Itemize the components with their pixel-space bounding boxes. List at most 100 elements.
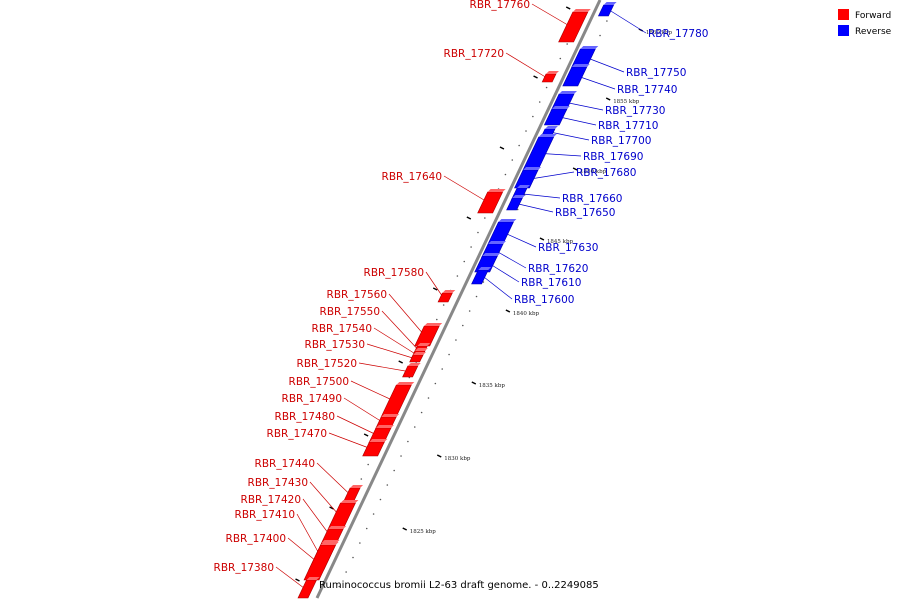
kbp-tick-label: 1840 kbp (513, 311, 540, 317)
minor-tick-dot (484, 217, 486, 219)
forward-leader (343, 397, 385, 424)
minor-tick-dot (393, 469, 395, 472)
forward-gene-label: RBR_17540 (312, 323, 372, 335)
forward-gene-label: RBR_17560 (327, 289, 387, 301)
minor-tick-dot (413, 426, 416, 428)
minor-tick-dot (525, 130, 527, 132)
reverse-gene-label: RBR_17620 (528, 263, 588, 275)
minor-tick-dot (407, 440, 409, 443)
minor-tick-dot (504, 173, 507, 176)
reverse-leader (496, 250, 527, 269)
major-dash (398, 360, 404, 364)
kbp-tick-label: 1860 kbp (646, 30, 673, 36)
forward-gene-label: RBR_17490 (282, 393, 342, 405)
reverse-leader (559, 116, 597, 126)
forward-gene (297, 577, 320, 599)
major-dash (466, 216, 472, 220)
minor-tick-dot (532, 115, 534, 118)
forward-gene (343, 485, 364, 502)
minor-tick-dot (448, 353, 450, 356)
forward-gene-label: RBR_17580 (364, 267, 424, 279)
minor-tick-dot (338, 585, 341, 588)
reverse-leader (483, 276, 513, 300)
forward-leader (275, 566, 306, 590)
minor-tick-dot (420, 411, 423, 414)
genome-backbone (315, 0, 602, 599)
reverse-leader (578, 76, 616, 90)
reverse-gene (471, 267, 492, 285)
reverse-gene (597, 2, 617, 17)
minor-tick-dot (386, 484, 389, 486)
minor-tick-dot (545, 86, 548, 89)
minor-tick-dot (606, 20, 608, 22)
forward-leader (296, 513, 321, 557)
forward-leader (388, 293, 426, 337)
minor-tick-dot (463, 260, 466, 263)
reverse-gene-label: RBR_17710 (598, 120, 658, 132)
forward-gene-label: RBR_17720 (444, 48, 504, 60)
minor-tick-dot (372, 513, 375, 515)
minor-tick-dot (538, 101, 541, 103)
minor-tick-dot (441, 368, 444, 370)
forward-gene-label: RBR_17500 (289, 376, 349, 388)
reverse-gene-label: RBR_17610 (521, 277, 581, 289)
forward-gene-label: RBR_17410 (235, 509, 295, 521)
forward-leader (443, 175, 489, 203)
minor-tick-dot (461, 324, 464, 327)
minor-tick-dot (599, 34, 601, 37)
reverse-gene-label: RBR_17730 (605, 105, 665, 117)
reverse-gene-label: RBR_17780 (648, 28, 708, 40)
forward-gene (327, 500, 359, 530)
major-dash (565, 6, 571, 10)
minor-tick-dot (442, 304, 445, 306)
forward-gene (362, 439, 388, 457)
kbp-tick (505, 309, 511, 313)
forward-gene (541, 71, 559, 83)
kbp-tick (572, 167, 578, 171)
reverse-gene-label: RBR_17680 (576, 167, 636, 179)
kbp-tick (539, 237, 545, 241)
forward-gene (409, 352, 426, 363)
forward-leader (425, 271, 444, 298)
reverse-gene (522, 134, 557, 171)
forward-gene-label: RBR_17440 (255, 458, 315, 470)
minor-tick-dot (434, 382, 437, 385)
kbp-tick-label: 1845 kbp (547, 239, 574, 245)
minor-tick-dot (518, 144, 520, 147)
forward-gene-label: RBR_17640 (382, 171, 442, 183)
forward-leader (373, 327, 417, 355)
reverse-gene-label: RBR_17750 (626, 67, 686, 79)
kbp-tick-label: 1830 kbp (444, 456, 471, 462)
reverse-gene-label: RBR_17740 (617, 84, 677, 96)
major-dash (295, 578, 300, 582)
forward-gene-label: RBR_17380 (214, 562, 274, 574)
reverse-gene (487, 219, 517, 245)
minor-tick-dot (360, 478, 363, 480)
minor-tick-dot (427, 397, 430, 399)
major-dash (499, 146, 505, 150)
reverse-gene (514, 167, 542, 189)
minor-tick-dot (559, 57, 562, 60)
forward-gene-label: RBR_17520 (297, 358, 357, 370)
reverse-leader (518, 203, 554, 213)
forward-leader (336, 415, 379, 436)
legend: Forward Reverse (838, 9, 892, 37)
forward-gene (558, 9, 591, 43)
forward-gene (414, 323, 443, 347)
reverse-leader (530, 171, 575, 180)
forward-gene (402, 363, 421, 378)
reverse-leader (587, 57, 625, 73)
reverse-leader (552, 132, 590, 141)
forward-leader (505, 52, 548, 79)
forward-leader (302, 498, 331, 537)
forward-gene-label: RBR_17420 (241, 494, 301, 506)
reverse-leader (542, 153, 582, 157)
major-dash (533, 75, 538, 79)
minor-tick-dot (365, 527, 368, 530)
kbp-tick-label: 1855 kbp (613, 99, 640, 105)
minor-tick-dot (455, 339, 457, 341)
minor-tick-dot (345, 571, 347, 573)
reverse-gene (506, 195, 526, 211)
reverse-gene-label: RBR_17630 (538, 242, 598, 254)
